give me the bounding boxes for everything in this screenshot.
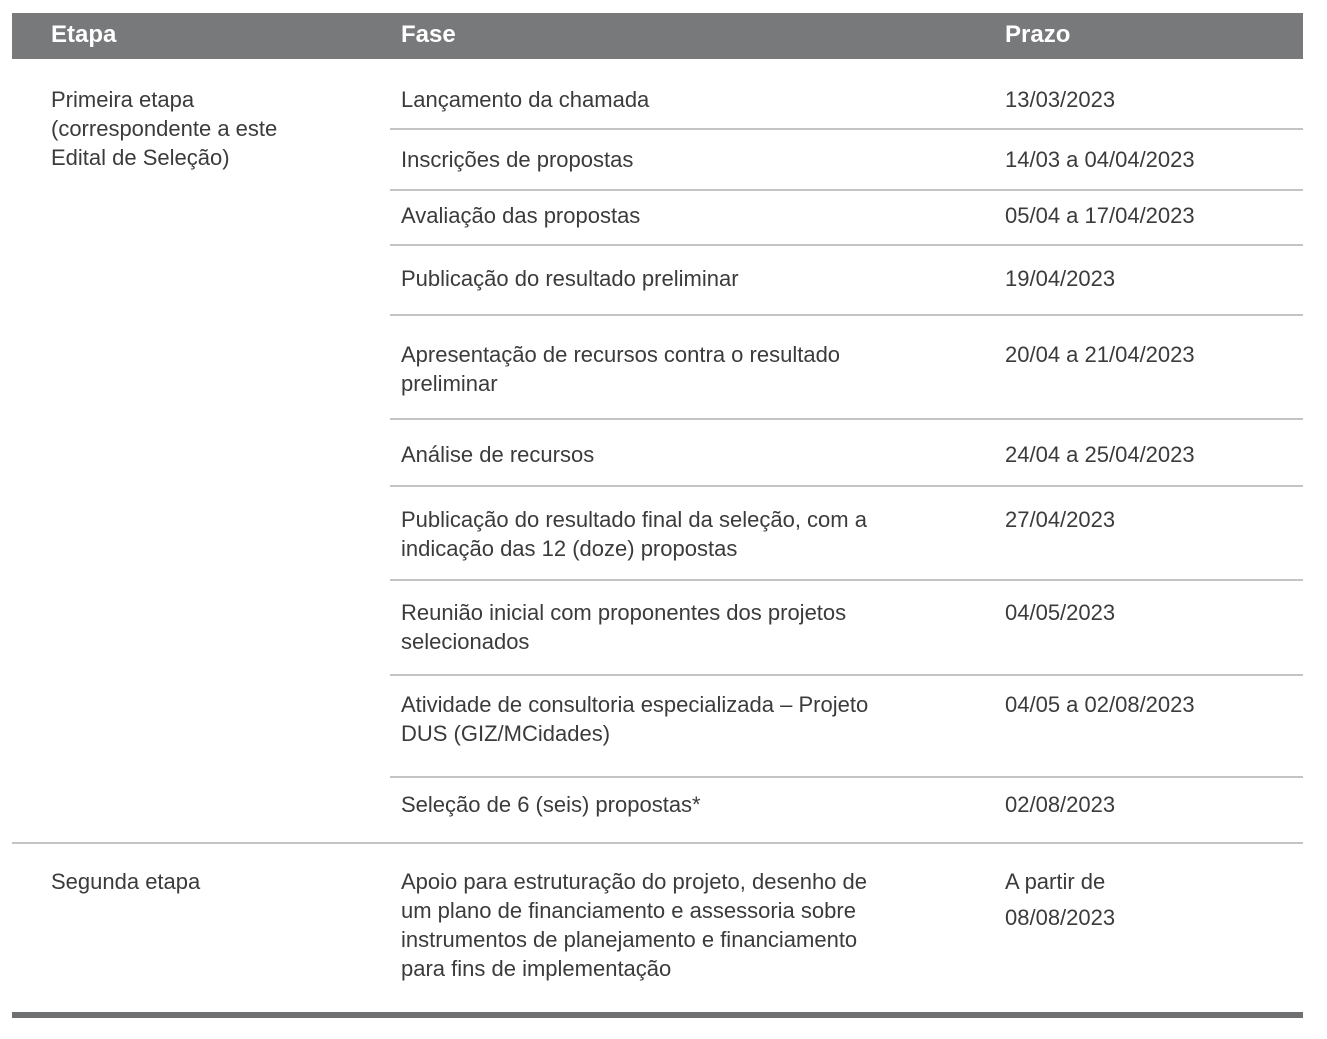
row-divider [390,674,1303,676]
row-divider [390,189,1303,191]
row-divider [390,579,1303,581]
etapa-cell: Segunda etapa [51,869,201,894]
header-fase: Fase [401,21,456,48]
row-divider [390,244,1303,246]
fase-cell: Apresentação de recursos contra o result… [401,342,841,396]
etapa-cell: Primeira etapa (correspondente a este Ed… [51,87,278,170]
fase-cell: Inscrições de propostas [401,147,634,172]
group-divider [12,842,1303,844]
fase-cell: Publicação do resultado preliminar [401,266,739,291]
prazo-cell: 20/04 a 21/04/2023 [1005,342,1195,367]
prazo-cell: 14/03 a 04/04/2023 [1005,147,1195,172]
header-prazo: Prazo [1005,21,1071,48]
prazo-cell: A partir de 08/08/2023 [1005,869,1116,930]
fase-cell: Apoio para estruturação do projeto, dese… [401,869,867,981]
table-bottom-rule [12,1012,1303,1018]
table-header: Etapa Fase Prazo [12,13,1303,59]
row-divider [390,128,1303,130]
row-divider [390,418,1303,420]
prazo-cell: 05/04 a 17/04/2023 [1005,203,1195,228]
row-divider [390,314,1303,316]
prazo-cell: 24/04 a 25/04/2023 [1005,442,1195,467]
fase-cell: Publicação do resultado final da seleção… [401,507,867,561]
prazo-cell: 19/04/2023 [1005,266,1116,291]
header-etapa: Etapa [51,21,117,48]
prazo-cell: 27/04/2023 [1005,507,1116,532]
row-divider [390,776,1303,778]
prazo-cell: 02/08/2023 [1005,792,1116,817]
prazo-cell: 13/03/2023 [1005,87,1116,112]
prazo-cell: 04/05 a 02/08/2023 [1005,692,1195,717]
fase-cell: Análise de recursos [401,442,595,467]
fase-cell: Reunião inicial com proponentes dos proj… [401,600,847,654]
fase-cell: Seleção de 6 (seis) propostas* [401,792,701,817]
prazo-cell: 04/05/2023 [1005,600,1116,625]
fase-cell: Avaliação das propostas [401,203,641,228]
fase-cell: Atividade de consultoria especializada –… [401,692,869,746]
fase-cell: Lançamento da chamada [401,87,650,112]
row-divider [390,485,1303,487]
